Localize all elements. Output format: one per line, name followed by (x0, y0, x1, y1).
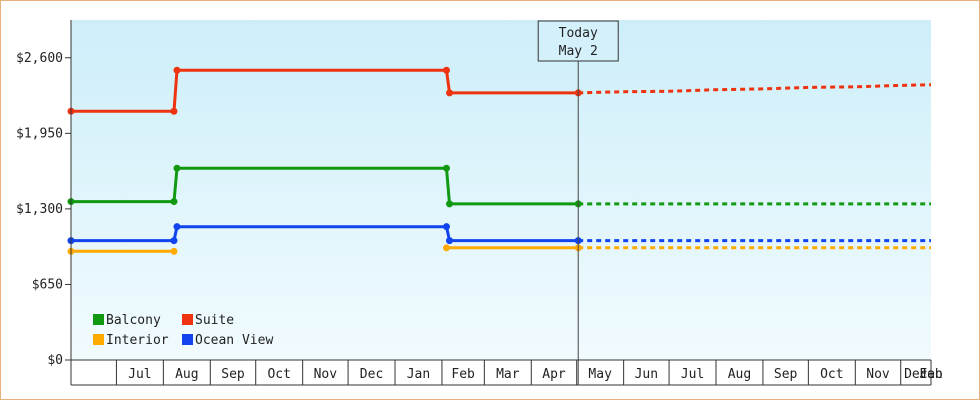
x-tick-label: Nov (866, 367, 890, 382)
today-label-box (537, 20, 619, 62)
today-label: Today (559, 26, 598, 41)
data-point (442, 66, 450, 74)
data-point (170, 198, 178, 206)
x-tick-label: Sep (774, 367, 798, 382)
data-point (173, 223, 181, 231)
balcony-history-line (71, 166, 579, 206)
legend-swatch-balcony (93, 314, 104, 325)
x-tick-label: Oct (820, 367, 843, 382)
x-tick-label: Dec (360, 367, 383, 382)
x-tick-label: Jan (919, 367, 942, 382)
data-point (442, 244, 450, 252)
x-tick-label: Nov (314, 367, 338, 382)
data-point (446, 89, 454, 97)
plot-background (71, 20, 931, 360)
x-tick-label: May (588, 367, 612, 382)
suite-forecast-line (578, 83, 932, 95)
x-tick-label: Feb (919, 367, 943, 382)
legend-label-suite: Suite (195, 313, 234, 328)
x-tick-label: Mar (496, 367, 520, 382)
series-layer (67, 66, 932, 255)
suite-history-line (71, 68, 579, 113)
y-ticks: $0 $650 $1,300 $1,950 $2,600 (16, 51, 71, 368)
legend-label-balcony: Balcony (106, 313, 161, 328)
data-point (173, 164, 181, 172)
x-tick-label: Dec (904, 367, 927, 382)
legend: Balcony Suite Interior Ocean View (93, 313, 273, 348)
today-date-label: May 2 (559, 44, 598, 59)
x-tick-label: Feb (451, 367, 475, 382)
data-point (170, 247, 178, 255)
x-tick-label: Apr (542, 367, 566, 382)
x-ticks: Jul Aug Sep Oct Nov Dec Jan Feb Mar Apr May Jun Jul A… (115, 360, 943, 385)
x-tick-label: Aug (175, 367, 198, 382)
data-point (446, 200, 454, 208)
data-point (446, 237, 454, 245)
x-tick-label: Jan (407, 367, 430, 382)
x-tick-label: Aug (728, 367, 751, 382)
y-tick-label: $1,300 (16, 202, 63, 217)
y-tick-label: $650 (32, 277, 63, 292)
data-point (173, 66, 181, 74)
x-tick-label: Jul (128, 367, 151, 382)
data-point (170, 107, 178, 115)
y-tick-label: $2,600 (16, 51, 63, 66)
legend-swatch-interior (93, 334, 104, 345)
axes (70, 20, 931, 386)
legend-swatch-ocean-view (182, 334, 193, 345)
data-point (442, 223, 450, 231)
y-tick-label: $0 (47, 353, 63, 368)
legend-swatch-suite (182, 314, 193, 325)
data-point (170, 237, 178, 245)
x-tick-label: Sep (221, 367, 245, 382)
legend-label-interior: Interior (106, 333, 169, 348)
x-tick-label: Jul (681, 367, 704, 382)
data-point (442, 164, 450, 172)
x-tick-label: Jun (635, 367, 658, 382)
ocean-view-history-line (71, 225, 579, 243)
y-tick-label: $1,950 (16, 126, 63, 141)
legend-label-ocean-view: Ocean View (195, 333, 273, 348)
today-marker: Today May 2 (537, 20, 619, 385)
x-tick-label: Oct (267, 367, 290, 382)
